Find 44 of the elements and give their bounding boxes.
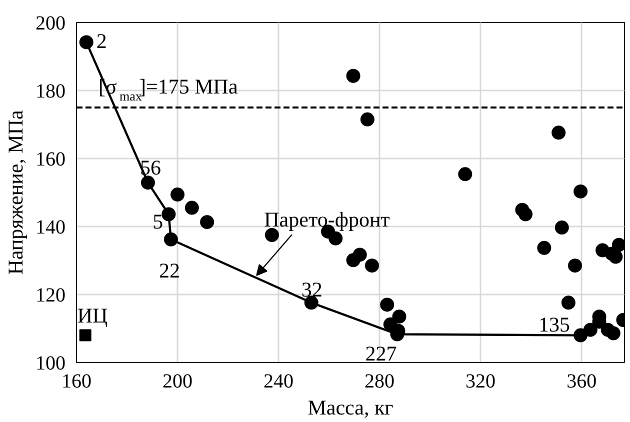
point <box>458 167 472 182</box>
annotation: Парето-фронт <box>264 207 390 232</box>
point <box>583 322 598 337</box>
point <box>346 68 360 83</box>
annotation: 2 <box>96 29 107 54</box>
point <box>380 298 394 312</box>
x-axis-title: Масса, кг <box>308 396 394 420</box>
annotation: 5 <box>152 209 164 234</box>
point <box>574 184 588 198</box>
point <box>518 207 533 222</box>
y-tick-label: 180 <box>36 80 66 102</box>
point <box>537 240 552 255</box>
point <box>364 258 379 273</box>
y-tick-label: 140 <box>36 216 66 238</box>
annotation: 135 <box>538 312 570 336</box>
annotation: 32 <box>301 278 322 302</box>
point <box>360 112 374 126</box>
point <box>170 188 185 202</box>
point <box>612 238 624 252</box>
y-tick-label: 160 <box>36 148 66 170</box>
point <box>606 326 620 340</box>
point <box>561 296 576 310</box>
annotation: 227 <box>365 341 397 366</box>
point <box>328 231 343 246</box>
x-tick-label: 280 <box>364 370 395 392</box>
y-tick-label: 120 <box>36 284 66 306</box>
point <box>184 200 199 215</box>
annotation: 22 <box>158 258 180 282</box>
point <box>200 215 214 230</box>
point <box>79 329 92 342</box>
point <box>392 310 406 324</box>
x-tick-label: 240 <box>264 370 294 392</box>
point <box>554 220 569 235</box>
point <box>552 126 566 140</box>
annotation: 56 <box>140 156 161 180</box>
annotation: ИЦ <box>77 303 108 328</box>
point <box>352 248 367 262</box>
y-axis-title: Напряжение, МПа <box>4 110 28 275</box>
x-tick-label: 200 <box>162 370 193 392</box>
y-tick-label: 200 <box>36 12 66 34</box>
x-tick-label: 320 <box>466 370 496 392</box>
point <box>568 258 582 273</box>
point <box>79 35 94 50</box>
x-tick-label: 360 <box>566 370 597 392</box>
